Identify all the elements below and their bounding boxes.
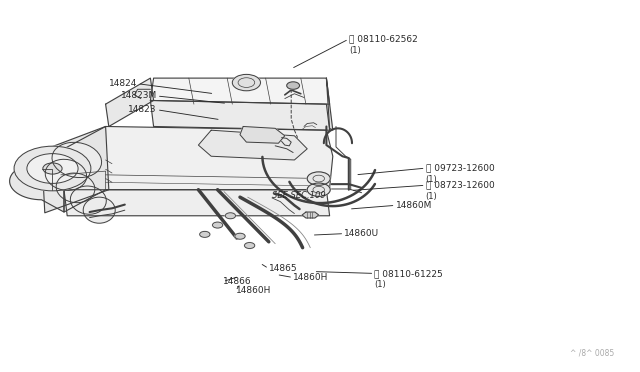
Text: (1): (1) [374, 280, 386, 289]
Polygon shape [150, 78, 330, 104]
Text: Ⓜ 08723-12600: Ⓜ 08723-12600 [426, 181, 494, 190]
Polygon shape [64, 126, 333, 212]
Text: 14860U: 14860U [344, 229, 380, 238]
Circle shape [235, 233, 245, 239]
Polygon shape [240, 126, 285, 143]
Ellipse shape [45, 159, 86, 190]
Polygon shape [326, 78, 333, 130]
Circle shape [225, 213, 236, 219]
Ellipse shape [70, 186, 106, 214]
Polygon shape [64, 190, 330, 216]
Text: 14865: 14865 [269, 264, 298, 273]
Ellipse shape [52, 142, 102, 177]
Text: 14823M: 14823M [120, 92, 157, 100]
Circle shape [287, 82, 300, 89]
Ellipse shape [56, 173, 95, 203]
Text: 14866: 14866 [223, 277, 252, 286]
Text: 14824: 14824 [109, 79, 138, 88]
Polygon shape [302, 212, 319, 218]
Text: (1): (1) [426, 175, 437, 184]
Circle shape [307, 183, 330, 196]
Text: (1): (1) [426, 192, 437, 201]
Text: (1): (1) [349, 46, 360, 55]
Polygon shape [42, 126, 109, 213]
Text: ^ /8^ 0085: ^ /8^ 0085 [570, 348, 614, 357]
Text: 14860H: 14860H [293, 273, 328, 282]
Circle shape [244, 243, 255, 248]
Text: Ⓑ 08110-62562: Ⓑ 08110-62562 [349, 35, 417, 44]
Text: Ⓜ 09723-12600: Ⓜ 09723-12600 [426, 164, 494, 173]
Polygon shape [10, 151, 64, 212]
Circle shape [232, 74, 260, 91]
Text: Ⓑ 08110-61225: Ⓑ 08110-61225 [374, 269, 443, 278]
Polygon shape [106, 78, 154, 126]
Circle shape [212, 222, 223, 228]
Text: 14860H: 14860H [236, 286, 271, 295]
Text: 14823: 14823 [128, 105, 157, 114]
Ellipse shape [83, 197, 115, 223]
Circle shape [43, 163, 62, 174]
Polygon shape [198, 130, 307, 160]
Text: SEE SEC.109: SEE SEC.109 [272, 191, 326, 200]
Circle shape [307, 172, 330, 185]
Polygon shape [150, 100, 330, 130]
Circle shape [200, 231, 210, 237]
Text: 14860M: 14860M [396, 201, 432, 210]
Circle shape [14, 146, 91, 191]
Circle shape [27, 154, 78, 183]
